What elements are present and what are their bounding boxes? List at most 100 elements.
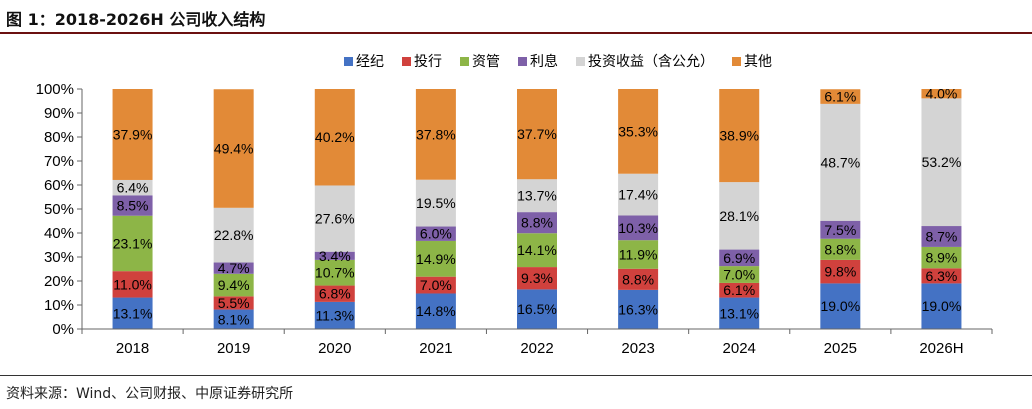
bar-segment (820, 259, 861, 284)
bar-segment (517, 233, 557, 268)
data-label: 37.8% (416, 126, 456, 142)
bar-segment (921, 246, 962, 269)
legend-label: 投行 (414, 53, 442, 69)
legend-swatch (518, 57, 527, 66)
title-divider (0, 32, 1032, 34)
y-tick-label: 30% (44, 249, 74, 266)
data-label: 13.7% (517, 188, 557, 204)
bar-segment (314, 89, 355, 186)
y-tick-label: 40% (44, 225, 74, 242)
source-note: 资料来源：Wind、公司财报、中原证券研究所 (6, 386, 294, 402)
data-label: 8.8% (824, 241, 856, 257)
bar-segment (314, 285, 355, 302)
bar-segment (112, 179, 153, 196)
data-label: 37.9% (113, 126, 153, 142)
bar-segment (415, 179, 456, 227)
bar-segment (517, 179, 557, 213)
bar-segment (719, 297, 760, 329)
data-label: 14.1% (517, 242, 557, 258)
bar-segment (517, 212, 557, 234)
bar-segment (719, 89, 760, 183)
data-label: 8.9% (925, 250, 957, 266)
data-label: 11.3% (315, 307, 354, 323)
x-tick-label: 2026H (919, 340, 963, 357)
x-tick-label: 2021 (419, 340, 452, 357)
data-label: 8.7% (925, 228, 957, 244)
legend-label: 资管 (472, 53, 500, 69)
data-label: 49.4% (214, 141, 254, 157)
data-label: 48.7% (820, 154, 860, 170)
bar-segment (314, 301, 355, 329)
data-label: 3.4% (319, 248, 351, 264)
bar-segment (820, 103, 861, 221)
y-tick-label: 20% (44, 273, 74, 290)
legend-label: 投资收益（含公允） (588, 53, 714, 69)
data-label: 16.3% (618, 301, 658, 317)
y-tick-label: 60% (44, 177, 74, 194)
y-tick-label: 70% (44, 153, 74, 170)
bar-segment (112, 297, 153, 329)
data-label: 28.1% (719, 208, 759, 224)
data-label: 23.1% (113, 235, 153, 251)
bar-segment (213, 273, 254, 297)
bar-segment (820, 238, 861, 260)
bar-segment (112, 271, 153, 298)
x-tick-label: 2025 (824, 340, 857, 357)
bar-segment (618, 215, 659, 241)
figure-title: 图 1：2018-2026H 公司收入结构 (6, 10, 266, 29)
data-label: 11.0% (113, 276, 152, 292)
data-label: 19.5% (416, 195, 456, 211)
data-label: 38.9% (719, 127, 759, 143)
bar-segment (921, 283, 962, 329)
data-label: 19.0% (820, 298, 860, 314)
chart-legend: 经纪 投行 资管 利息 投资收益（含公允） 其他 (344, 53, 772, 69)
bar-segment (820, 283, 861, 329)
bar-segment (213, 89, 254, 208)
bar-segment (921, 98, 962, 227)
data-label: 8.8% (622, 271, 654, 287)
data-label: 19.0% (922, 298, 962, 314)
data-label: 7.0% (723, 267, 755, 283)
x-tick-label: 2018 (116, 340, 149, 357)
bar-segment (213, 309, 254, 329)
bar-segment (618, 240, 659, 269)
bar-segment (112, 89, 153, 180)
data-label: 6.9% (723, 250, 755, 266)
bar-segment (415, 276, 456, 294)
data-label: 6.1% (824, 89, 856, 105)
stacked-bar-chart: 经纪 投行 资管 利息 投资收益（含公允） 其他 0% 10% 20% 30% 40% 50% 60%… (36, 53, 993, 357)
data-label: 7.5% (824, 222, 856, 238)
legend-label: 利息 (530, 53, 558, 69)
bar-segment (517, 89, 557, 180)
y-tick-label: 80% (44, 129, 74, 146)
data-label: 9.8% (824, 264, 856, 280)
bar-segment (314, 185, 355, 252)
data-label: 37.7% (517, 126, 557, 142)
legend-label: 其他 (744, 53, 772, 69)
data-label: 10.7% (315, 265, 355, 281)
bar-segment (618, 289, 659, 329)
bar-segment (719, 249, 760, 267)
legend-label: 经纪 (356, 53, 384, 69)
data-label: 14.9% (416, 251, 456, 267)
legend-swatch (344, 57, 353, 66)
data-label: 13.1% (113, 305, 153, 321)
legend-swatch (402, 57, 411, 66)
bar-area: 13.1% 11.0% 23.1% 8.5% 6.4% 37.9% 8.1%5.5% 9.4%… (112, 86, 962, 329)
x-axis: 2018 2019 2020 2021 2022 2023 2024 2025 2026H (81, 328, 993, 357)
y-tick-label: 90% (44, 105, 74, 122)
data-label: 9.3% (521, 270, 553, 286)
bar-segment (719, 282, 760, 298)
y-tick-label: 50% (44, 201, 74, 218)
bar-segment (213, 296, 254, 310)
data-label: 5.5% (218, 295, 250, 311)
bar-segment (719, 182, 760, 250)
bar-segment (517, 289, 557, 329)
data-label: 17.4% (618, 187, 658, 203)
bar-segment (415, 240, 456, 277)
bar-segment (618, 89, 659, 174)
data-label: 14.8% (416, 303, 456, 319)
bar-segment (820, 89, 861, 104)
x-tick-label: 2019 (217, 340, 250, 357)
bar-segment (415, 226, 456, 241)
